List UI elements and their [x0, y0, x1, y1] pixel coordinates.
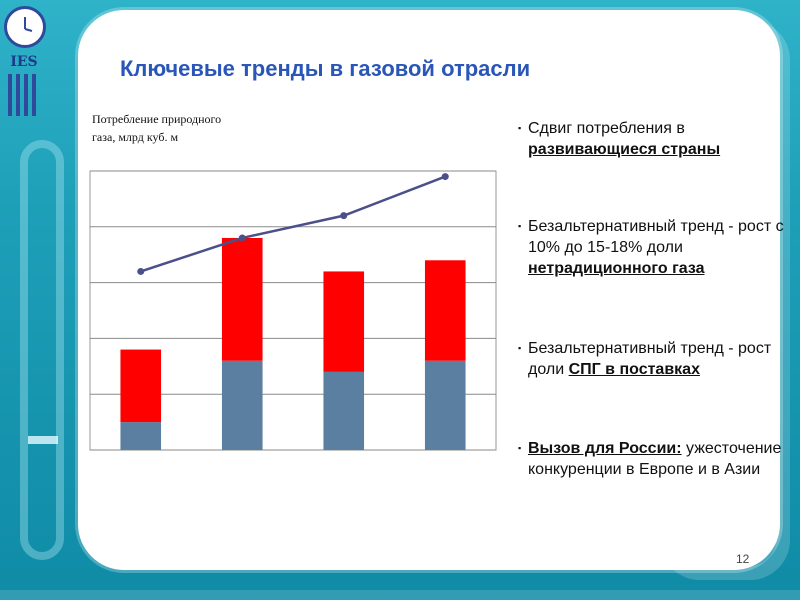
bullet-text: Безальтернативный тренд - рост доли [528, 340, 772, 378]
background-decoration [20, 140, 64, 560]
bar-segment [221, 237, 263, 361]
line-point [137, 267, 145, 275]
line-point [238, 234, 246, 242]
logo-bars-icon [8, 74, 38, 116]
chart-caption-line: газа, млрд куб. м [92, 130, 179, 144]
bullet-marker: ▪ [518, 221, 522, 231]
bullet-highlight: СПГ в поставках [568, 361, 700, 378]
bullet-highlight: развивающиеся страны [528, 141, 721, 158]
page-title: Ключевые тренды в газовой отрасли [120, 56, 531, 81]
gas-consumption-chart [89, 170, 497, 451]
chart-caption-line: Потребление природного [92, 112, 222, 126]
bullet-text: Безальтернативный тренд - рост с 10% до … [528, 218, 784, 256]
bar-segment [120, 422, 162, 450]
page-number: 12 [736, 552, 750, 566]
bullet-marker: ▪ [518, 123, 522, 133]
background-decoration [28, 436, 58, 444]
bullet-item: ▪ Вызов для России: ужесточение конкурен… [518, 438, 794, 480]
trend-line [140, 175, 446, 273]
bar-segment [221, 360, 263, 450]
line-point [441, 173, 449, 181]
bullet-item: ▪ Сдвиг потребления в развивающиеся стра… [518, 118, 794, 160]
bullet-marker: ▪ [518, 443, 522, 453]
line-point [340, 212, 348, 220]
bar-segment [424, 260, 466, 361]
ies-logo: IES [4, 6, 46, 116]
bullet-marker: ▪ [518, 343, 522, 353]
bar-segment [120, 349, 162, 423]
bullet-highlight: Вызов для России: [528, 440, 682, 457]
background-decoration [0, 590, 800, 600]
bullet-text: Сдвиг потребления в [528, 120, 685, 137]
bar-segment [323, 371, 365, 450]
chart-caption: Потребление природного газа, млрд куб. м [92, 110, 282, 146]
bullet-highlight: нетрадиционного газа [528, 260, 705, 277]
logo-clock-icon [4, 6, 46, 48]
bar-segment [424, 360, 466, 450]
bullet-item: ▪ Безальтернативный тренд - рост доли СП… [518, 338, 794, 380]
bullet-text: ужесточение конкуренции в Европе и в Ази… [528, 440, 782, 478]
bullet-item: ▪ Безальтернативный тренд - рост с 10% д… [518, 216, 794, 279]
bar-segment [323, 271, 365, 372]
logo-text: IES [10, 54, 38, 70]
